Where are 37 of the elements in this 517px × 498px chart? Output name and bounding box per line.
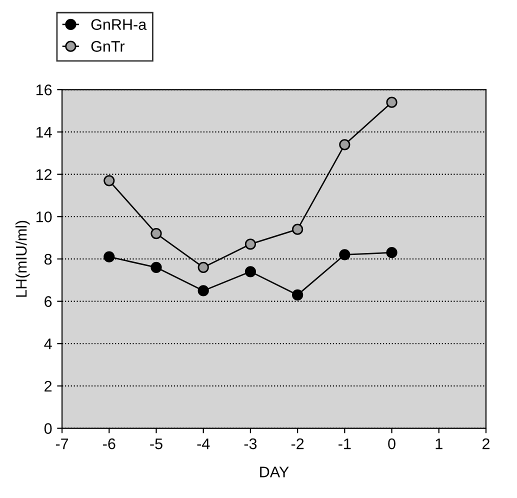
point: [104, 251, 115, 262]
y-tick-label: 10: [36, 212, 52, 222]
y-tick-label: 14: [36, 126, 52, 138]
x-tick-label: 2: [482, 438, 490, 450]
y-tick-label: 6: [44, 296, 52, 307]
y-axis-title: LH(mIU/ml): [16, 220, 30, 297]
x-tick-label: 1: [436, 438, 442, 450]
point: [150, 228, 162, 240]
x-tick-label: -1: [338, 438, 351, 450]
y-tick-label: 4: [44, 338, 52, 350]
y-tick-label: 0: [44, 423, 52, 434]
x-tick-label: -5: [150, 438, 162, 450]
x-tick-label: -2: [291, 438, 304, 450]
point: [150, 262, 162, 273]
legend-label: GnRH-a: [91, 19, 147, 30]
point: [386, 96, 398, 108]
y-tick-label: 12: [36, 169, 52, 180]
y-tick-label: 16: [36, 84, 52, 96]
point: [104, 175, 115, 186]
point: [198, 285, 209, 296]
y-tick-label: 2: [44, 380, 52, 392]
x-tick-label: -4: [197, 438, 210, 450]
y-tick-label: 8: [44, 254, 52, 265]
point: [339, 249, 350, 260]
point: [292, 224, 304, 235]
x-tick-label: -3: [244, 438, 257, 450]
point: [244, 238, 256, 250]
x-tick-label: -7: [56, 438, 68, 450]
x-axis-title: DAY: [260, 466, 289, 478]
point: [244, 266, 256, 278]
x-tick-label: 0: [388, 438, 396, 450]
point: [292, 289, 304, 300]
point: [386, 247, 398, 258]
point: [198, 262, 209, 273]
legend-label: GnTr: [91, 41, 125, 52]
point: [339, 139, 350, 150]
x-tick-label: -6: [103, 438, 116, 450]
